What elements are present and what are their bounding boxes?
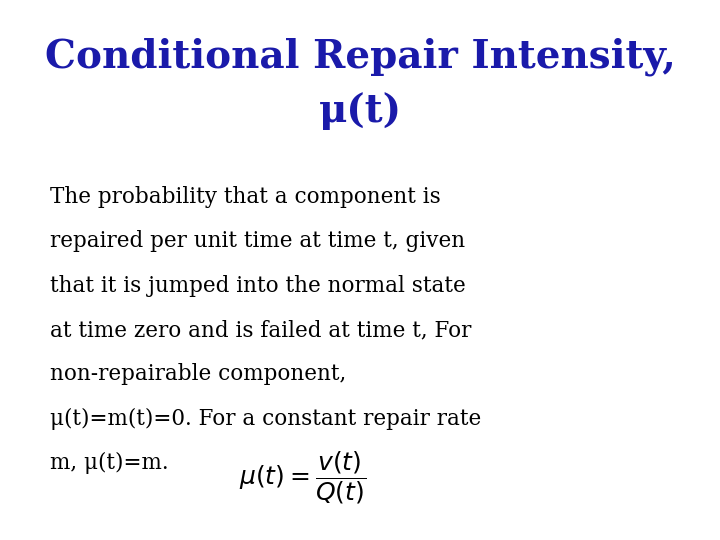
Text: Conditional Repair Intensity,: Conditional Repair Intensity,: [45, 37, 675, 76]
Text: at time zero and is failed at time t, For: at time zero and is failed at time t, Fo…: [50, 319, 472, 341]
Text: that it is jumped into the normal state: that it is jumped into the normal state: [50, 275, 466, 296]
Text: repaired per unit time at time t, given: repaired per unit time at time t, given: [50, 231, 466, 252]
Text: non-repairable component,: non-repairable component,: [50, 363, 346, 385]
Text: $\mu(t) = \dfrac{v(t)}{Q(t)}$: $\mu(t) = \dfrac{v(t)}{Q(t)}$: [239, 449, 366, 507]
Text: μ(t): μ(t): [318, 92, 402, 130]
Text: μ(t)=m(t)=0. For a constant repair rate: μ(t)=m(t)=0. For a constant repair rate: [50, 408, 482, 429]
Text: The probability that a component is: The probability that a component is: [50, 186, 441, 208]
Text: m, μ(t)=m.: m, μ(t)=m.: [50, 452, 169, 474]
